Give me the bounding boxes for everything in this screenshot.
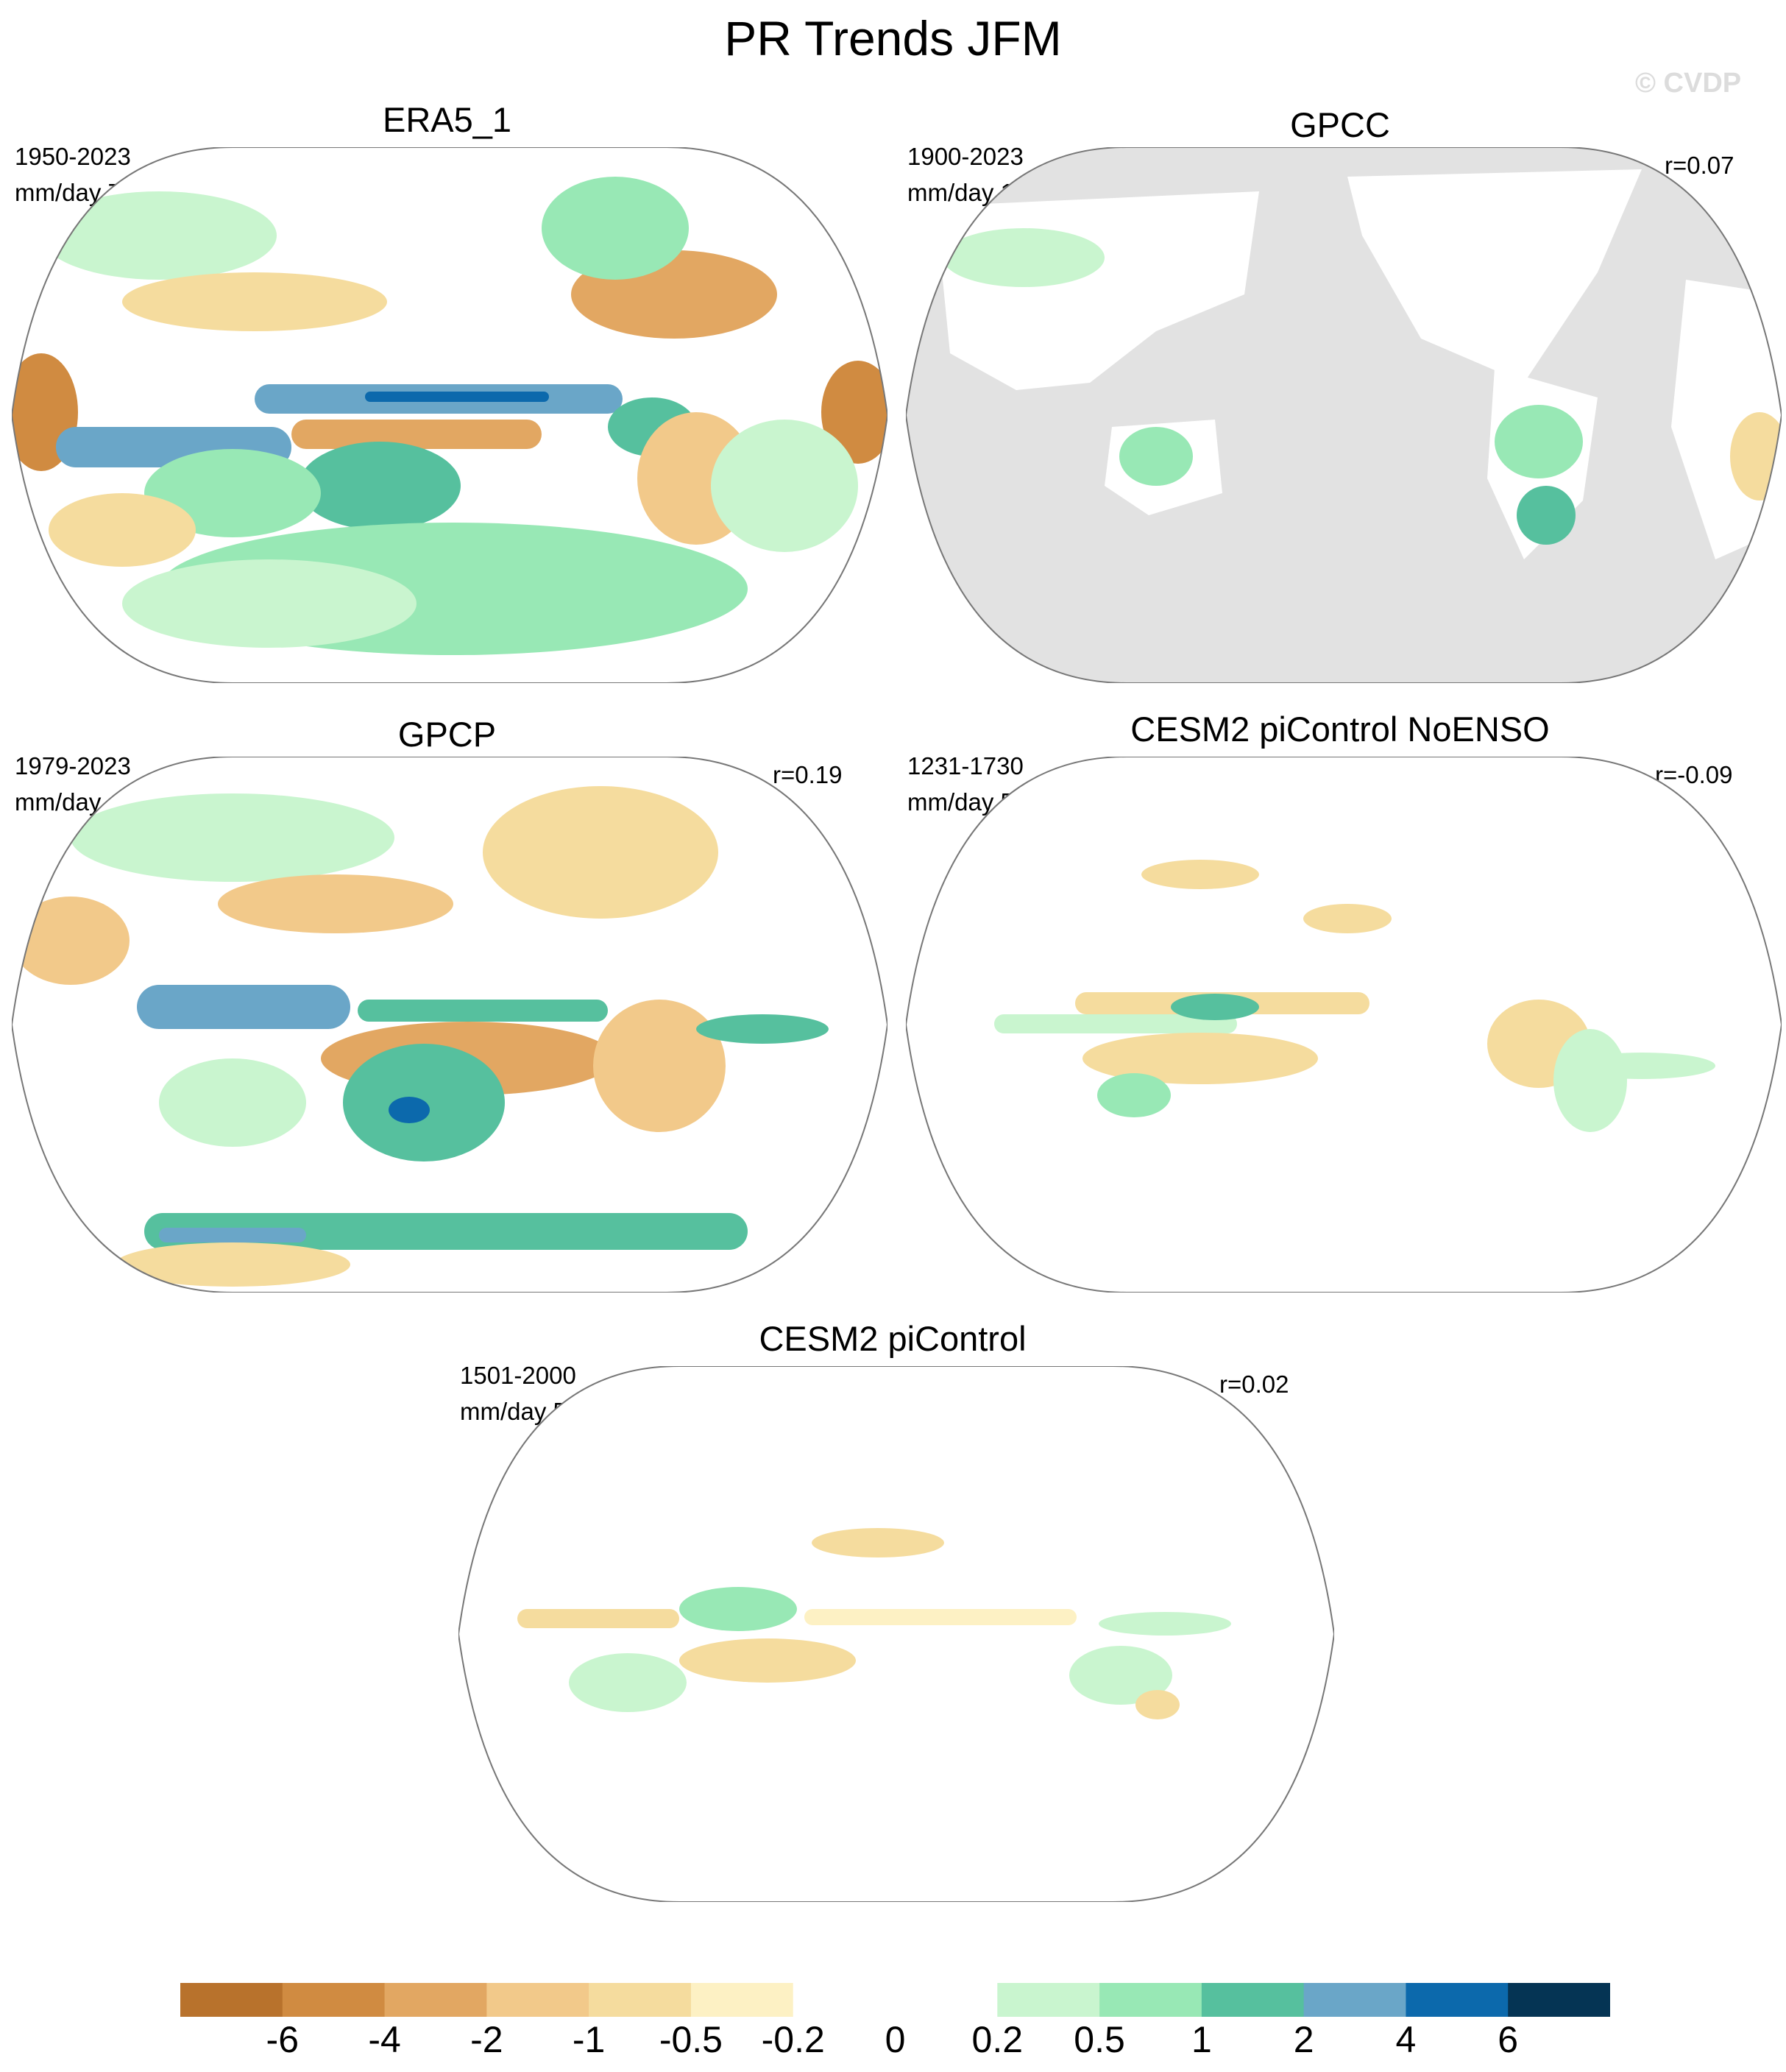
colorbar-tick-label: 4 — [1395, 2019, 1417, 2060]
correlation-label: r=0.19 — [773, 761, 843, 788]
map-gpcp — [12, 757, 887, 1293]
panel-title: CESM2 piControl NoENSO — [1130, 710, 1550, 749]
colorbar-tick-label: -1 — [572, 2019, 606, 2060]
colorbar-swatch — [282, 1983, 386, 2017]
colorbar-tick-label: -0.5 — [659, 2019, 723, 2060]
colorbar-swatch — [1508, 1983, 1610, 2017]
colorbar-swatch — [1303, 1983, 1406, 2017]
colorbar-labels: -6 -4 -2 -1 -0.5 -0.2 0 0.2 0.5 1 2 4 6 — [180, 2018, 1610, 2062]
colorbar-tick-label: 0.2 — [971, 2019, 1024, 2060]
colorbar-tick-label: 0 — [885, 2019, 906, 2060]
colorbar-swatch — [895, 1983, 998, 2017]
map-era5 — [12, 147, 887, 683]
panel-title: GPCP — [397, 715, 497, 754]
period-label: 1231-1730 — [907, 752, 1024, 779]
colorbar-tick-label: -0.2 — [761, 2019, 825, 2060]
figure-title: PR Trends JFM — [724, 11, 1062, 66]
colorbar-tick-label: 2 — [1293, 2019, 1314, 2060]
panel-gpcp: GPCP 1979-2023 mm/day 45yr-1 r=0.19 — [0, 609, 894, 1301]
colorbar-tick-label: 6 — [1498, 2019, 1519, 2060]
correlation-label: r=0.02 — [1219, 1371, 1289, 1398]
panel-noenso: CESM2 piControl NoENSO 1231-1730 mm/day … — [894, 609, 1786, 1301]
period-label: 1501-2000 — [460, 1362, 576, 1389]
panel-title: ERA5_1 — [382, 100, 512, 139]
colorbar-swatch — [486, 1983, 589, 2017]
colorbar-swatch — [384, 1983, 487, 2017]
correlation-label: r=0.07 — [1665, 152, 1734, 179]
period-label: 1979-2023 — [15, 752, 131, 779]
colorbar — [180, 1983, 1610, 2017]
colorbar-swatch — [1406, 1983, 1509, 2017]
period-label: 1950-2023 — [15, 143, 131, 170]
correlation-label: r=-0.09 — [1655, 761, 1733, 788]
colorbar-swatch — [690, 1983, 794, 2017]
panel-title: CESM2 piControl — [759, 1319, 1027, 1358]
watermark: © CVDP — [1635, 68, 1742, 99]
colorbar-swatch — [997, 1983, 1100, 2017]
period-label: 1900-2023 — [907, 143, 1024, 170]
colorbar-swatch — [1201, 1983, 1305, 2017]
colorbar-tick-label: -6 — [266, 2019, 300, 2060]
map-picontrol — [458, 1366, 1334, 1902]
colorbar-tick-label: 1 — [1191, 2019, 1212, 2060]
panel-title: GPCC — [1290, 105, 1390, 144]
colorbar-tick-label: -4 — [368, 2019, 401, 2060]
panel-era5: ERA5_1 1950-2023 mm/day 74yr-1 — [0, 0, 894, 692]
colorbar-swatch — [589, 1983, 692, 2017]
colorbar-swatch — [1099, 1983, 1202, 2017]
colorbar-tick-label: -2 — [470, 2019, 503, 2060]
colorbar-swatch — [793, 1983, 896, 2017]
map-noenso — [906, 757, 1782, 1293]
panel-picontrol: CESM2 piControl 1501-2000 mm/day 500yr-1… — [447, 1219, 1339, 1911]
colorbar-tick-label: 0.5 — [1074, 2019, 1125, 2060]
colorbar-swatch — [180, 1983, 283, 2017]
map-gpcc — [906, 147, 1782, 683]
panel-gpcc: GPCC 1900-2023 mm/day 124yr-1 r=0.07 — [894, 0, 1786, 692]
